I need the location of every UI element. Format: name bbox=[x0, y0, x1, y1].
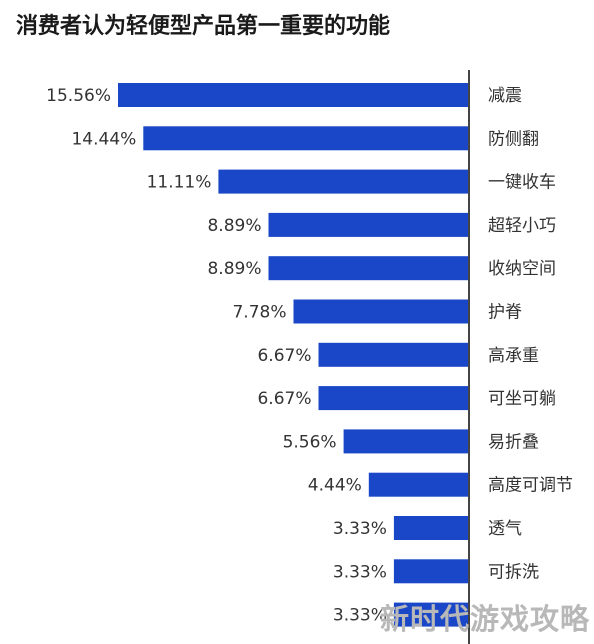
category-label: 超轻小巧 bbox=[488, 216, 556, 236]
bar bbox=[268, 256, 469, 281]
bars-layer bbox=[118, 83, 470, 627]
bar bbox=[118, 83, 469, 107]
watermark-text: 新时代游戏攻略 bbox=[380, 602, 591, 636]
bar-value-label: 14.44% bbox=[71, 129, 136, 149]
bar bbox=[343, 429, 469, 454]
category-label: 减震 bbox=[488, 86, 522, 106]
bar-value-label: 3.33% bbox=[333, 562, 387, 582]
bar-value-label: 6.67% bbox=[257, 389, 311, 409]
bar bbox=[393, 602, 469, 627]
bar bbox=[318, 342, 469, 367]
bar-value-label: 4.44% bbox=[308, 476, 362, 496]
category-label: 防侧翻 bbox=[488, 129, 539, 149]
value-labels-layer: 15.56% 14.44% 11.11% 8.89% 8.89% 7.78% 6.67% 6.… bbox=[46, 86, 387, 626]
bar bbox=[318, 386, 469, 411]
bar-value-label: 3.33% bbox=[333, 606, 387, 626]
bar bbox=[368, 472, 469, 497]
bar bbox=[393, 559, 469, 584]
category-label: 一键收车 bbox=[488, 173, 556, 193]
bar bbox=[268, 212, 469, 237]
bar-value-label: 8.89% bbox=[207, 259, 261, 279]
bar-value-label: 11.11% bbox=[147, 173, 212, 193]
bar-value-label: 5.56% bbox=[283, 432, 337, 452]
bar bbox=[393, 516, 469, 540]
bar-value-label: 6.67% bbox=[257, 346, 311, 366]
category-label: 易折叠 bbox=[488, 432, 539, 452]
category-label: 收纳空间 bbox=[488, 259, 556, 279]
category-label: 可坐可躺 bbox=[488, 389, 556, 409]
category-label: 护脊 bbox=[488, 303, 522, 323]
bar bbox=[293, 299, 469, 324]
category-label: 高承重 bbox=[488, 346, 539, 366]
bar-value-label: 7.78% bbox=[232, 303, 286, 323]
bar bbox=[143, 126, 470, 151]
category-label: 可拆洗 bbox=[488, 562, 539, 582]
category-label: 高度可调节 bbox=[488, 476, 573, 496]
bar-value-label: 3.33% bbox=[333, 519, 387, 539]
bar-value-label: 8.89% bbox=[207, 216, 261, 236]
chart-title: 消费者认为轻便型产品第一重要的功能 bbox=[16, 14, 391, 39]
bar-value-label: 15.56% bbox=[46, 86, 111, 106]
bar bbox=[218, 169, 469, 194]
category-label: 透气 bbox=[488, 519, 522, 539]
